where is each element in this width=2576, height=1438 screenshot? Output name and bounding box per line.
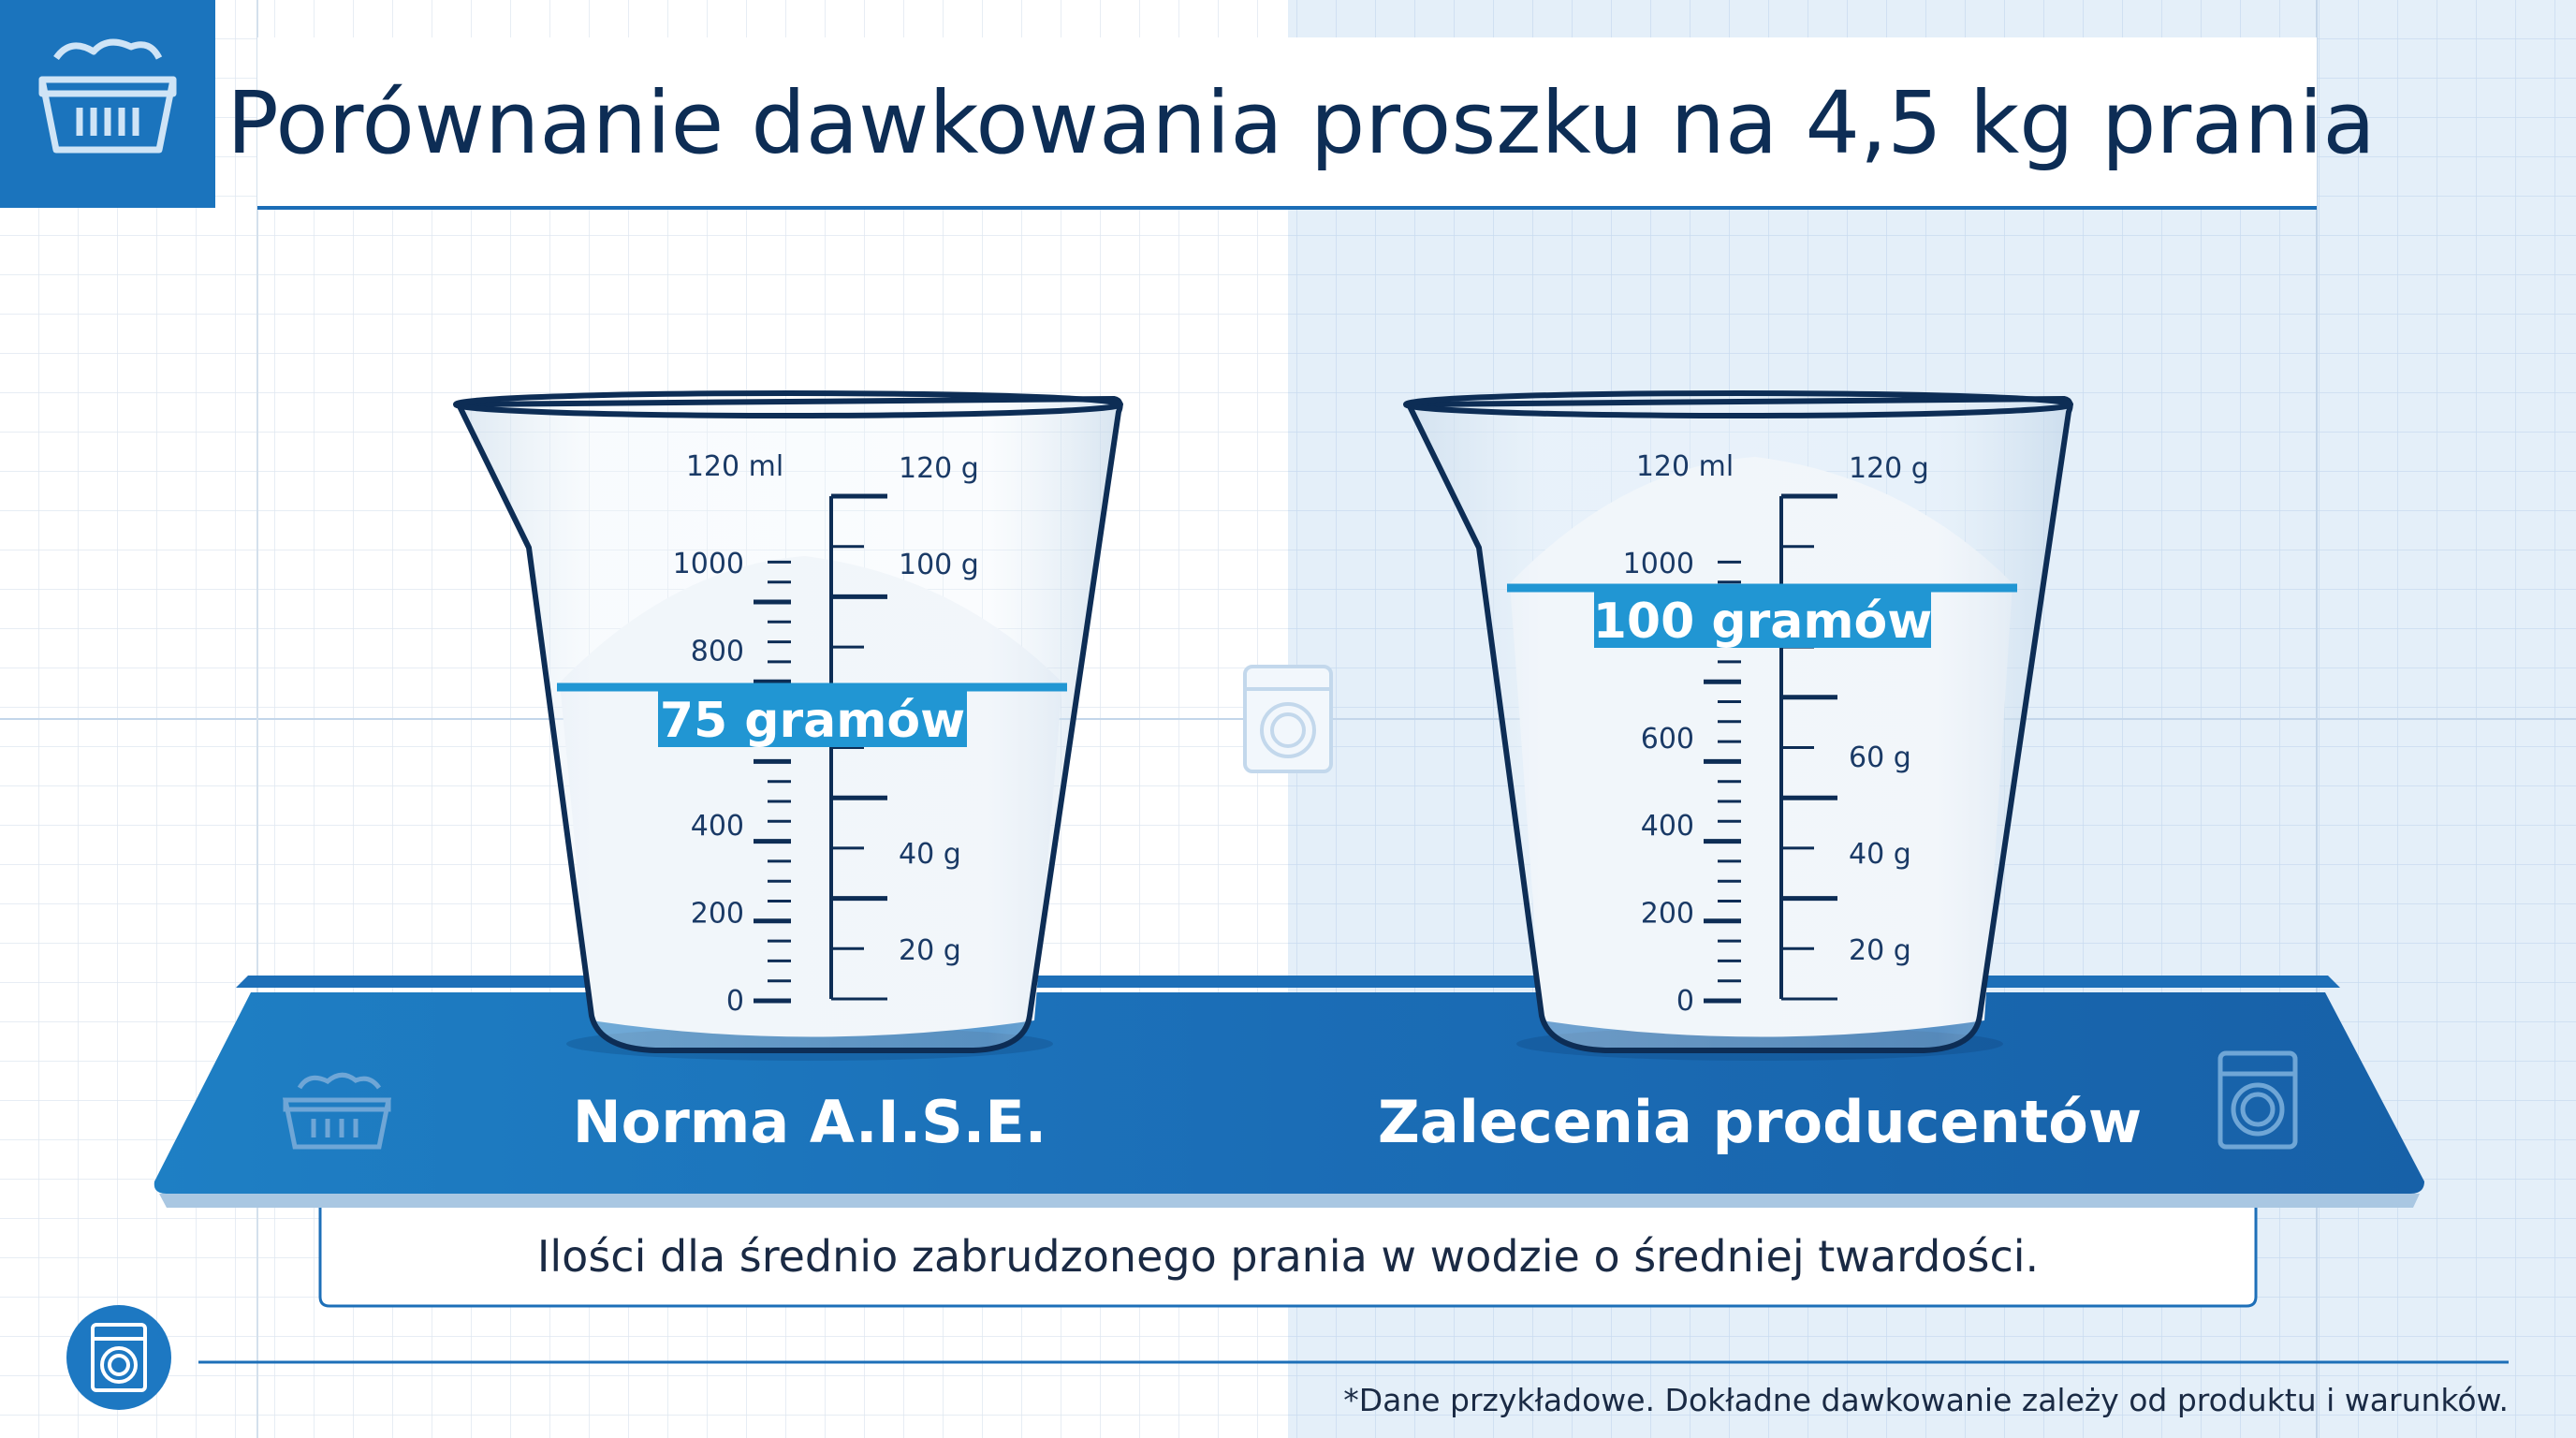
ml-scale-label: 0 — [1676, 985, 1694, 1018]
laundry-basket-icon — [282, 1072, 392, 1150]
ml-scale-label: 400 — [1641, 810, 1694, 843]
ml-unit-label: 120 ml — [1636, 450, 1734, 483]
page-title: Porównanie dawkowania proszku na 4,5 kg … — [227, 73, 2376, 173]
dose-label: 100 gramów — [1593, 594, 1933, 650]
ml-scale-label: 200 — [691, 898, 744, 931]
g-scale-label: 20 g — [899, 934, 961, 967]
ml-scale-label: 800 — [691, 635, 744, 668]
dose-label: 75 gramów — [660, 693, 965, 749]
ml-scale-label: 200 — [1641, 898, 1694, 931]
laundry-basket-icon — [38, 38, 177, 154]
label-norma-aise: Norma A.I.S.E. — [573, 1088, 1047, 1156]
g-scale-label: 100 g — [899, 549, 979, 581]
title-box: Porównanie dawkowania proszku na 4,5 kg … — [227, 37, 2376, 210]
washing-machine-icon — [1243, 665, 1333, 773]
logo-badge — [0, 0, 215, 208]
ml-scale-label: 0 — [726, 985, 744, 1018]
washing-machine-icon — [2217, 1050, 2298, 1150]
caption-text: Ilości dla średnio zabrudzonego prania w… — [537, 1231, 2039, 1282]
g-scale-label: 40 g — [1849, 838, 1911, 871]
footnote: *Dane przykładowe. Dokładne dawkowanie z… — [1343, 1382, 2509, 1418]
g-scale-label: 20 g — [1849, 934, 1911, 967]
dose-badge — [1594, 592, 1931, 648]
measuring-beaker: 120 ml 1000 600 400 200 0 120 g 60 g 40 g 20 g 100… — [1403, 390, 2073, 1061]
g-scale-label: 120 g — [1849, 452, 1929, 485]
dose-badge — [658, 691, 967, 747]
ml-scale-label: 600 — [1641, 723, 1694, 756]
g-scale-label: 120 g — [899, 452, 979, 485]
washing-machine-icon — [91, 1323, 147, 1392]
measuring-beaker: 120 ml 1000 800 400 200 0 120 g 100 g 40 g 20 g 75… — [453, 390, 1123, 1061]
g-scale-label: 40 g — [899, 838, 961, 871]
label-zalecenia-producentow: Zalecenia producentów — [1378, 1088, 2142, 1156]
ml-scale-label: 400 — [691, 810, 744, 843]
ml-unit-label: 120 ml — [686, 450, 783, 483]
g-scale-label: 60 g — [1849, 741, 1911, 774]
ml-scale-label: 1000 — [1623, 548, 1694, 580]
caption-box: Ilości dla średnio zabrudzonego prania w… — [318, 1208, 2258, 1308]
ml-scale-label: 1000 — [673, 548, 744, 580]
washing-machine-badge — [66, 1305, 171, 1410]
